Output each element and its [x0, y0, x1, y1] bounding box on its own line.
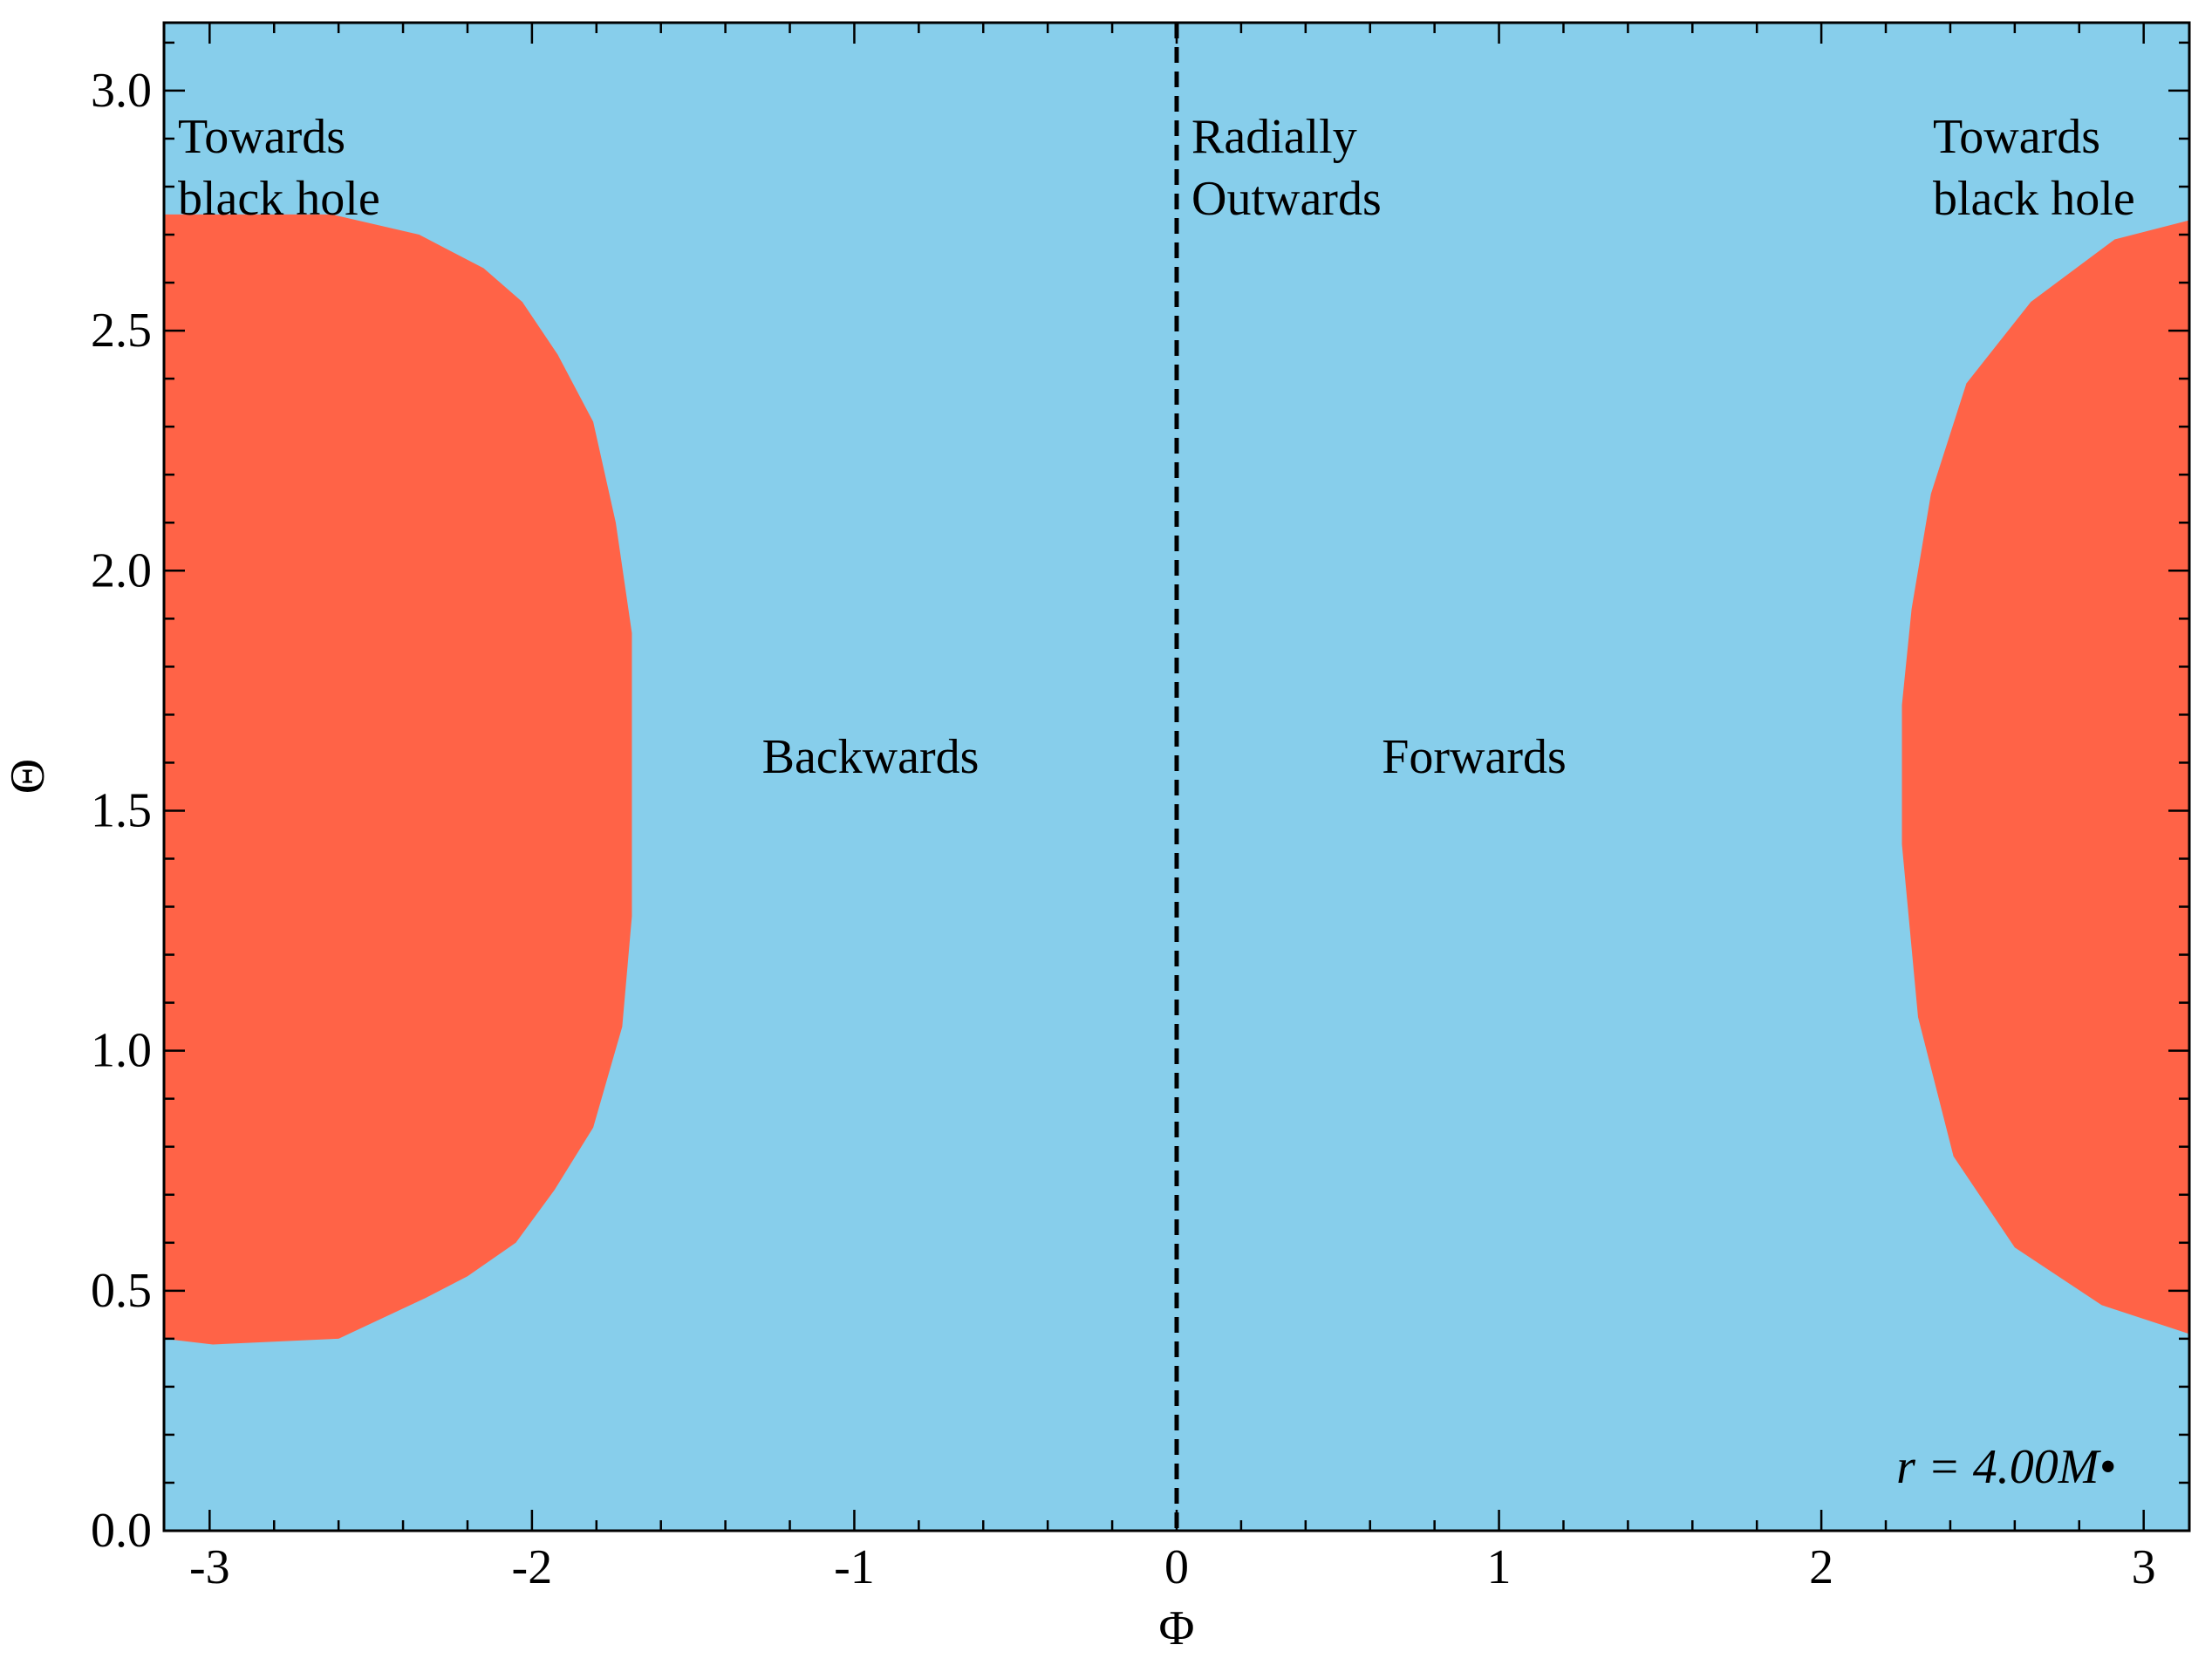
annotation: Forwards	[1382, 730, 1567, 784]
x-tick-label: 1	[1487, 1540, 1512, 1594]
x-axis-label: Φ	[1159, 1601, 1195, 1655]
x-tick-label: -3	[189, 1540, 230, 1594]
x-tick-label: -1	[834, 1540, 875, 1594]
y-tick-label: 0.0	[91, 1504, 152, 1558]
annotation: Outwards	[1191, 172, 1382, 226]
annotation: Backwards	[762, 730, 980, 784]
y-tick-label: 3.0	[91, 64, 152, 118]
y-tick-label: 1.5	[91, 783, 152, 837]
y-tick-label: 2.5	[91, 304, 152, 358]
annotation: black hole	[178, 172, 380, 226]
x-tick-label: -2	[512, 1540, 553, 1594]
annotation: r = 4.00M•	[1896, 1440, 2116, 1494]
region	[1901, 220, 2189, 1334]
x-tick-label: 0	[1164, 1540, 1189, 1594]
y-tick-label: 1.0	[91, 1024, 152, 1078]
annotation: Towards	[178, 110, 345, 164]
region	[164, 214, 632, 1345]
plot-frame	[162, 21, 2191, 1532]
annotation: Radially	[1191, 110, 1357, 164]
y-axis-label: Θ	[1, 759, 55, 794]
annotation: Towards	[1933, 110, 2100, 164]
x-tick-label: 2	[1809, 1540, 1833, 1594]
x-tick-label: 3	[2132, 1540, 2156, 1594]
annotation: black hole	[1933, 172, 2135, 226]
y-tick-label: 0.5	[91, 1264, 152, 1318]
y-tick-label: 2.0	[91, 543, 152, 597]
